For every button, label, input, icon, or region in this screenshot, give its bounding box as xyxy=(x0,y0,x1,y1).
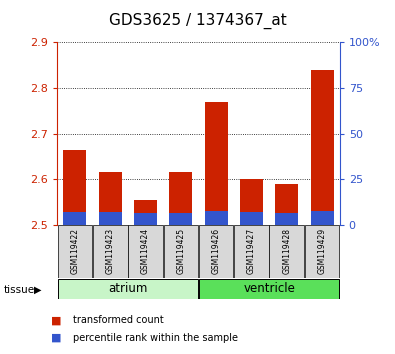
Bar xyxy=(99,212,122,225)
Bar xyxy=(164,225,198,278)
Text: GSM119422: GSM119422 xyxy=(70,228,79,274)
Bar xyxy=(275,213,298,225)
Bar xyxy=(234,225,269,278)
Bar xyxy=(275,184,298,225)
Bar xyxy=(269,225,304,278)
Bar xyxy=(310,211,333,225)
Bar xyxy=(99,172,122,225)
Text: ▶: ▶ xyxy=(34,285,41,295)
Bar xyxy=(134,213,157,225)
Bar xyxy=(205,211,228,225)
Bar xyxy=(240,179,263,225)
Bar xyxy=(199,225,233,278)
Bar xyxy=(64,150,87,225)
Text: ■: ■ xyxy=(51,315,62,325)
Text: atrium: atrium xyxy=(108,282,148,295)
Bar xyxy=(310,70,333,225)
Text: GSM119426: GSM119426 xyxy=(212,228,221,274)
Text: GSM119425: GSM119425 xyxy=(176,228,185,274)
Bar xyxy=(205,102,228,225)
Bar xyxy=(134,200,157,225)
Text: percentile rank within the sample: percentile rank within the sample xyxy=(73,333,238,343)
Text: ■: ■ xyxy=(51,333,62,343)
Bar xyxy=(93,225,128,278)
Text: transformed count: transformed count xyxy=(73,315,164,325)
Bar xyxy=(169,213,192,225)
Text: GSM119428: GSM119428 xyxy=(282,228,291,274)
Text: GSM119429: GSM119429 xyxy=(318,228,327,274)
Text: ventricle: ventricle xyxy=(243,282,295,295)
Bar xyxy=(199,279,339,299)
Bar xyxy=(240,212,263,225)
Bar xyxy=(305,225,339,278)
Text: GSM119424: GSM119424 xyxy=(141,228,150,274)
Bar xyxy=(58,225,92,278)
Text: GDS3625 / 1374367_at: GDS3625 / 1374367_at xyxy=(109,12,286,29)
Text: tissue: tissue xyxy=(4,285,35,295)
Text: GSM119427: GSM119427 xyxy=(247,228,256,274)
Bar xyxy=(169,172,192,225)
Text: GSM119423: GSM119423 xyxy=(106,228,115,274)
Bar xyxy=(58,279,198,299)
Bar xyxy=(128,225,163,278)
Bar xyxy=(64,212,87,225)
